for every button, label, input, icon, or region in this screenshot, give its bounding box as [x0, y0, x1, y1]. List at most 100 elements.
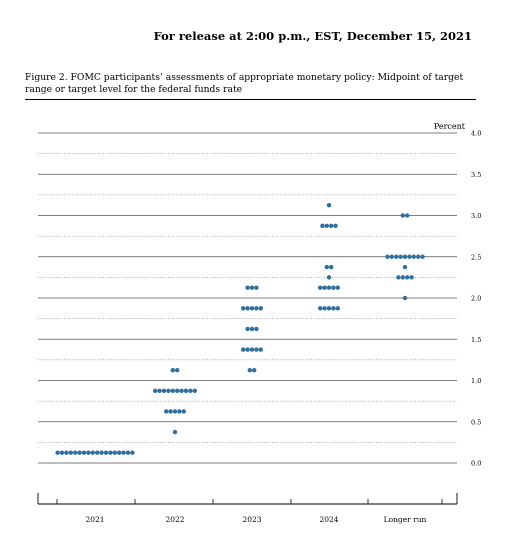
participant-dot [402, 254, 408, 259]
participant-dot [125, 450, 131, 455]
participant-dot [326, 285, 332, 290]
axis-layer: 0.0 0.5 1.0 1.5 2.0 2.5 3.0 3.5 4.0 2021 2022 2023 2… [37, 130, 481, 524]
x-category-label: 2021 [85, 515, 104, 524]
participant-dot [416, 254, 421, 259]
release-notice: For release at 2:00 p.m., EST, December … [153, 29, 472, 43]
participant-dot [320, 223, 325, 229]
participant-dot [157, 388, 162, 394]
participant-dot [254, 326, 259, 332]
participant-dot [394, 254, 399, 259]
participant-dot [245, 326, 250, 332]
participant-dot [396, 275, 401, 280]
y-tick-label: 3.5 [471, 171, 481, 179]
participant-dot [407, 254, 412, 259]
participant-dot [170, 367, 175, 373]
participant-dot [68, 450, 74, 455]
participant-dot [254, 347, 259, 352]
participant-dot [188, 388, 193, 394]
dot-layer [55, 202, 425, 455]
caption-rule [25, 99, 476, 100]
participant-dot [252, 367, 257, 373]
participant-dot [172, 429, 178, 435]
participant-dot [245, 285, 250, 290]
participant-dot [181, 409, 186, 414]
participant-dot [331, 306, 336, 311]
y-tick-label: 2.0 [471, 295, 481, 303]
participant-dot [170, 388, 175, 394]
participant-dot [411, 254, 416, 259]
participant-dot [326, 275, 332, 280]
participant-dot [241, 347, 246, 352]
participant-dot [192, 388, 197, 394]
participant-dot [108, 450, 113, 455]
participant-dot [59, 450, 65, 455]
participant-dot [121, 450, 126, 455]
y-tick-label: 2.5 [471, 253, 481, 261]
x-category-label: 2023 [242, 515, 261, 524]
participant-dot [245, 306, 250, 311]
grid-layer [38, 132, 457, 464]
participant-dot [385, 254, 390, 259]
participant-dot [175, 367, 180, 373]
y-unit-label: Percent [434, 122, 466, 131]
participant-dot [164, 409, 169, 414]
participant-dot [254, 306, 259, 311]
participant-dot [249, 285, 255, 290]
participant-dot [400, 275, 405, 280]
participant-dot [405, 275, 410, 280]
participant-dot [130, 450, 135, 455]
participant-dot [55, 450, 60, 455]
participant-dot [73, 450, 78, 455]
participant-dot [249, 306, 255, 311]
participant-dot [175, 388, 180, 394]
y-tick-label: 4.0 [471, 130, 481, 138]
participant-dot [324, 264, 329, 270]
participant-dot [400, 213, 405, 218]
participant-dot [405, 213, 410, 218]
participant-dot [258, 306, 263, 311]
participant-dot [335, 306, 340, 311]
participant-dot [86, 450, 91, 455]
participant-dot [64, 450, 69, 455]
participant-dot [179, 388, 184, 394]
participant-dot [172, 409, 178, 414]
participant-dot [112, 450, 118, 455]
x-category-label: 2022 [165, 515, 184, 524]
participant-dot [331, 285, 336, 290]
participant-dot [249, 326, 255, 332]
participant-dot [333, 223, 338, 229]
participant-dot [329, 264, 334, 270]
participant-dot [177, 409, 182, 414]
participant-dot [241, 306, 246, 311]
participant-dot [245, 347, 250, 352]
y-tick-label: 1.0 [471, 377, 481, 385]
participant-dot [153, 388, 158, 394]
figure-caption: Figure 2. FOMC participants’ assessments… [25, 72, 464, 95]
participant-dot [117, 450, 122, 455]
x-category-label: Longer run [384, 515, 427, 524]
participant-dot [389, 254, 394, 259]
x-category-label: 2024 [319, 515, 338, 524]
participant-dot [318, 285, 323, 290]
participant-dot [324, 223, 329, 229]
participant-dot [254, 285, 259, 290]
participant-dot [95, 450, 100, 455]
participant-dot [318, 306, 323, 311]
participant-dot [409, 275, 414, 280]
participant-dot [103, 450, 109, 455]
participant-dot [168, 409, 173, 414]
participant-dot [166, 388, 171, 394]
participant-dot [402, 264, 408, 270]
participant-dot [329, 223, 334, 229]
participant-dot [81, 450, 87, 455]
participant-dot [99, 450, 104, 455]
participant-dot [247, 367, 252, 373]
y-tick-label: 1.5 [471, 336, 481, 344]
participant-dot [322, 285, 327, 290]
participant-dot [258, 347, 263, 352]
participant-dot [161, 388, 167, 394]
y-tick-label: 0.0 [471, 460, 481, 468]
participant-dot [398, 254, 403, 259]
participant-dot [183, 388, 189, 394]
